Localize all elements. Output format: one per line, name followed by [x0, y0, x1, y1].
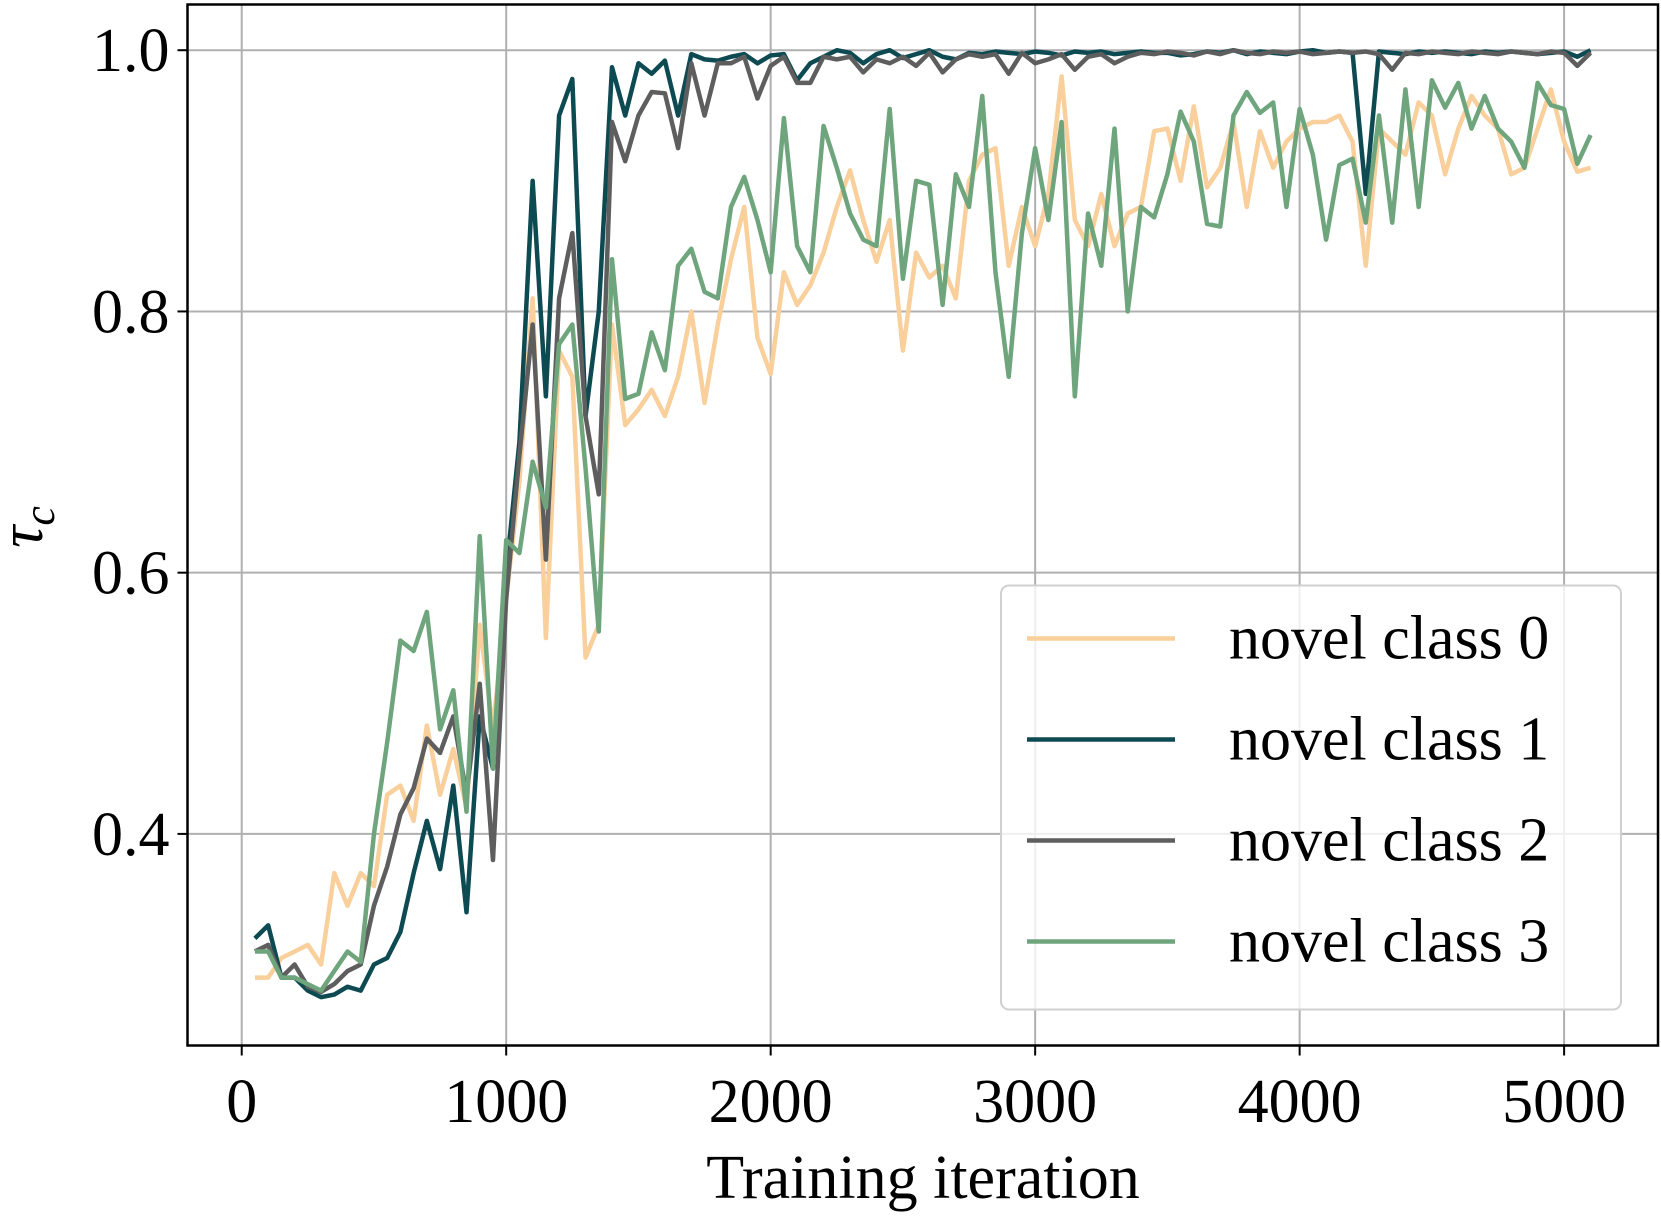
x-tick-label: 1000: [444, 1068, 568, 1136]
legend-label: novel class 3: [1229, 908, 1549, 976]
x-tick-label: 4000: [1238, 1068, 1362, 1136]
legend-box: [1000, 584, 1622, 1011]
y-label-symbol: τ: [0, 523, 56, 548]
line-series: [253, 47, 1592, 1000]
line-series: [254, 78, 1593, 993]
legend-label: novel class 0: [1229, 605, 1549, 673]
y-tick-label: 0.6: [92, 540, 170, 608]
y-axis-label: τc: [0, 506, 64, 548]
legend-label: novel class 2: [1229, 807, 1549, 875]
line-series: [253, 47, 1593, 995]
x-tick-label: 2000: [709, 1068, 833, 1136]
y-label-subscript: c: [15, 506, 64, 526]
x-tick-label: 0: [226, 1068, 257, 1136]
y-tick-label: 1.0: [92, 17, 170, 85]
plot-frame: [186, 3, 1660, 1047]
x-axis-label: Training iteration: [706, 1144, 1139, 1212]
line-series: [254, 74, 1592, 980]
x-tick-label: 5000: [1502, 1068, 1626, 1136]
legend-label: novel class 1: [1229, 706, 1549, 774]
y-tick-label: 0.4: [92, 801, 170, 869]
x-tick-label: 3000: [973, 1068, 1097, 1136]
y-tick-label: 0.8: [92, 278, 170, 346]
